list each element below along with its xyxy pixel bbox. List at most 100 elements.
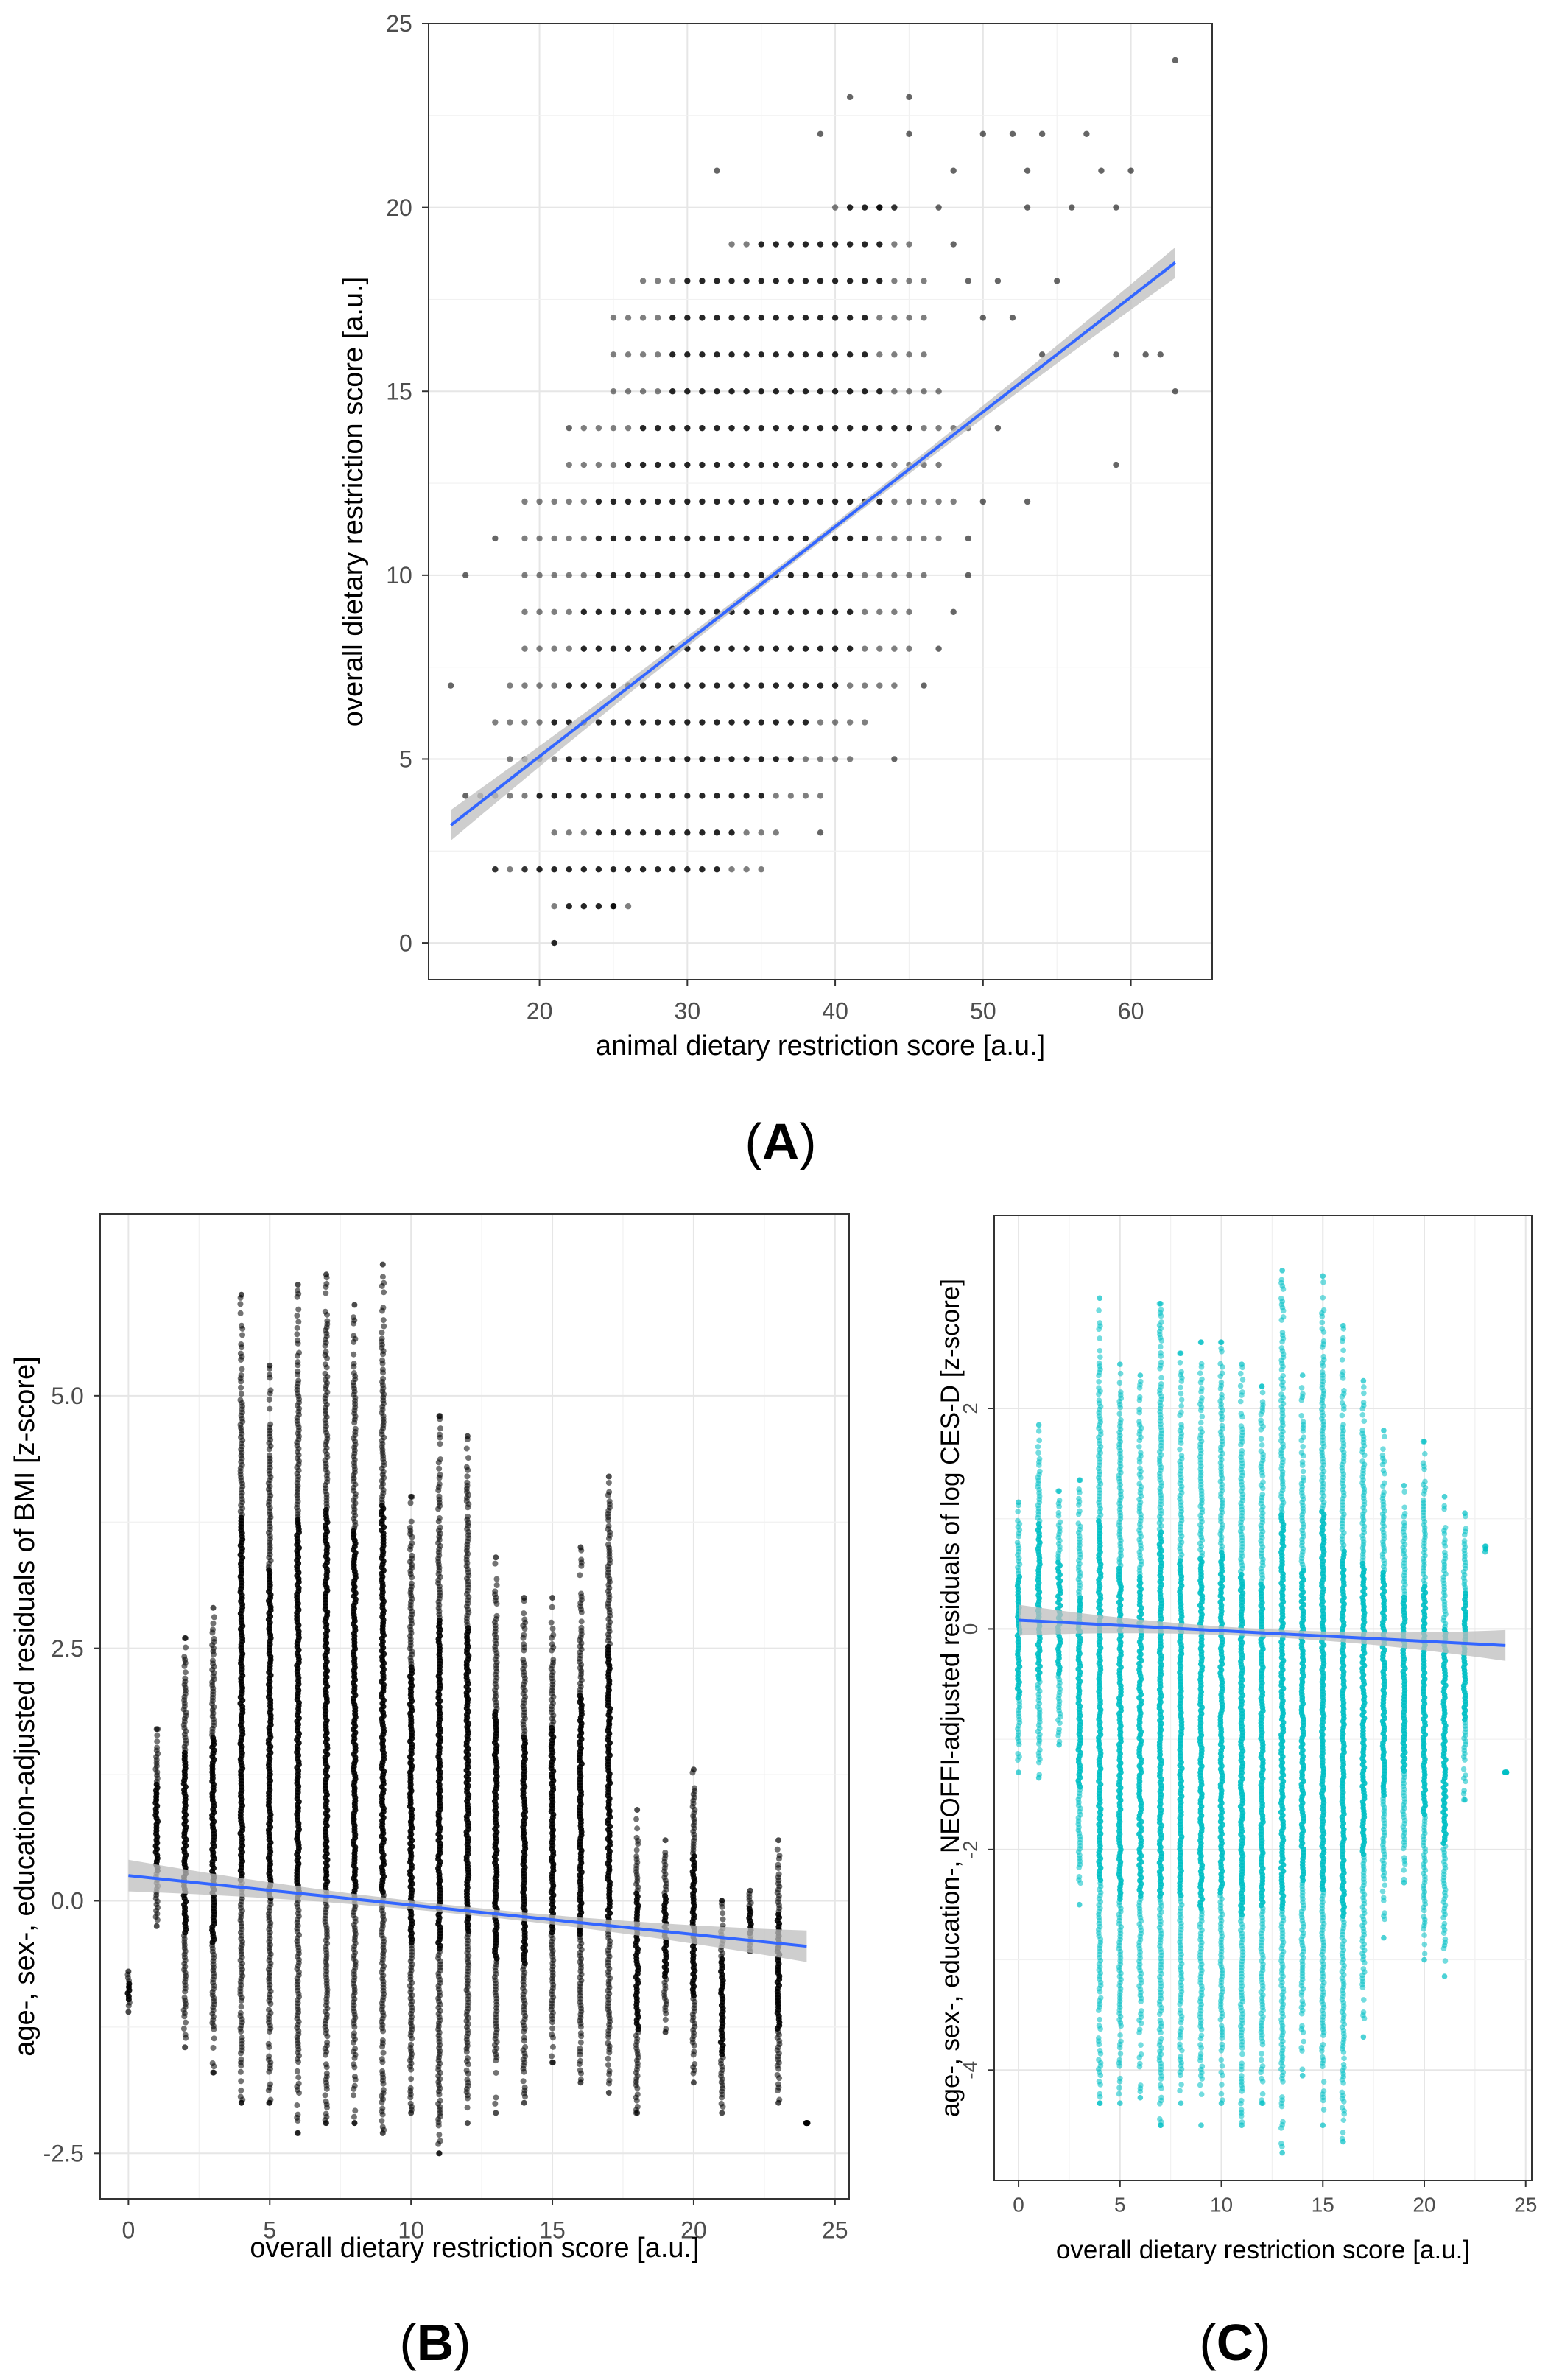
- data-point: [323, 2070, 330, 2077]
- data-point: [1056, 1726, 1063, 1733]
- data-point: [862, 682, 868, 689]
- data-point: [802, 315, 809, 321]
- data-point: [802, 388, 809, 395]
- data-point: [639, 424, 647, 432]
- data-point: [267, 1387, 274, 1394]
- data-point: [831, 756, 839, 762]
- data-point: [775, 2081, 781, 2088]
- data-point: [775, 2099, 782, 2106]
- data-point: [862, 461, 868, 468]
- data-point: [979, 130, 987, 137]
- data-point: [1076, 1495, 1082, 1502]
- data-point: [1157, 351, 1164, 358]
- data-point: [728, 388, 735, 395]
- data-point: [654, 498, 661, 505]
- data-point: [758, 719, 764, 726]
- data-point: [625, 645, 632, 652]
- data-point: [1117, 2075, 1123, 2082]
- data-point: [891, 241, 898, 248]
- data-point: [551, 829, 557, 836]
- data-point: [1096, 2057, 1102, 2063]
- data-point: [950, 241, 957, 248]
- data-point: [891, 204, 898, 211]
- data-point: [437, 2097, 443, 2104]
- data-point: [1076, 1901, 1083, 1908]
- data-point: [536, 608, 543, 615]
- data-point: [463, 1445, 470, 1452]
- data-point: [606, 2068, 613, 2074]
- data-point: [437, 1441, 443, 1447]
- data-point: [921, 315, 927, 321]
- data-point: [536, 498, 543, 505]
- data-point: [699, 498, 706, 505]
- data-point: [690, 2079, 697, 2086]
- data-point: [183, 1644, 189, 1651]
- data-point: [743, 719, 750, 726]
- data-point: [921, 498, 927, 505]
- data-point: [577, 2046, 583, 2052]
- data-point: [669, 829, 676, 836]
- data-point: [774, 2071, 781, 2078]
- data-point: [323, 1290, 329, 1296]
- data-point: [831, 315, 839, 321]
- data-point: [595, 866, 602, 873]
- data-point: [351, 2092, 357, 2099]
- data-point: [606, 1489, 613, 1495]
- data-point: [436, 1481, 443, 1487]
- data-point: [728, 829, 735, 836]
- data-point: [639, 866, 647, 873]
- data-point: [352, 1425, 359, 1432]
- data-point: [551, 902, 557, 910]
- data-point: [743, 461, 750, 468]
- data-point: [323, 2098, 329, 2105]
- data-point: [520, 1657, 527, 1663]
- data-point: [1113, 351, 1119, 358]
- data-point: [1038, 351, 1046, 358]
- data-point: [1035, 1428, 1042, 1434]
- data-point: [817, 278, 824, 284]
- data-point: [802, 719, 809, 726]
- data-point: [758, 756, 764, 762]
- data-point: [267, 2099, 273, 2106]
- data-point: [743, 315, 750, 321]
- data-point: [521, 719, 528, 726]
- data-point: [295, 2080, 302, 2087]
- data-point: [699, 535, 706, 542]
- data-point: [718, 2100, 725, 2107]
- data-point: [238, 2056, 244, 2063]
- data-point: [743, 535, 750, 542]
- data-point: [876, 278, 883, 284]
- data-point: [265, 2007, 272, 2013]
- data-point: [684, 424, 691, 432]
- data-point: [1055, 1509, 1062, 1516]
- data-point: [802, 498, 809, 505]
- data-point: [577, 2039, 584, 2046]
- data-point: [846, 315, 854, 321]
- data-point: [436, 1493, 443, 1500]
- data-point: [1096, 1385, 1102, 1391]
- data-point: [1118, 2038, 1124, 2045]
- data-point: [714, 315, 720, 321]
- data-point: [239, 2035, 245, 2041]
- data-point: [654, 388, 661, 395]
- data-point: [862, 424, 868, 432]
- y-tick-label: 20: [386, 194, 412, 221]
- data-point: [1035, 1775, 1042, 1781]
- data-point: [521, 498, 528, 505]
- data-point: [379, 2068, 386, 2074]
- data-point: [891, 572, 898, 579]
- data-point: [549, 1604, 555, 1610]
- data-point: [714, 535, 720, 542]
- data-point: [699, 608, 706, 615]
- x-tick-label: 0: [122, 2216, 135, 2243]
- data-point: [577, 2079, 584, 2086]
- data-point: [549, 1641, 555, 1648]
- data-point: [862, 278, 868, 284]
- data-point: [891, 756, 898, 762]
- data-point: [610, 461, 617, 468]
- data-point: [566, 461, 572, 468]
- data-point: [743, 756, 750, 762]
- data-point: [507, 756, 513, 762]
